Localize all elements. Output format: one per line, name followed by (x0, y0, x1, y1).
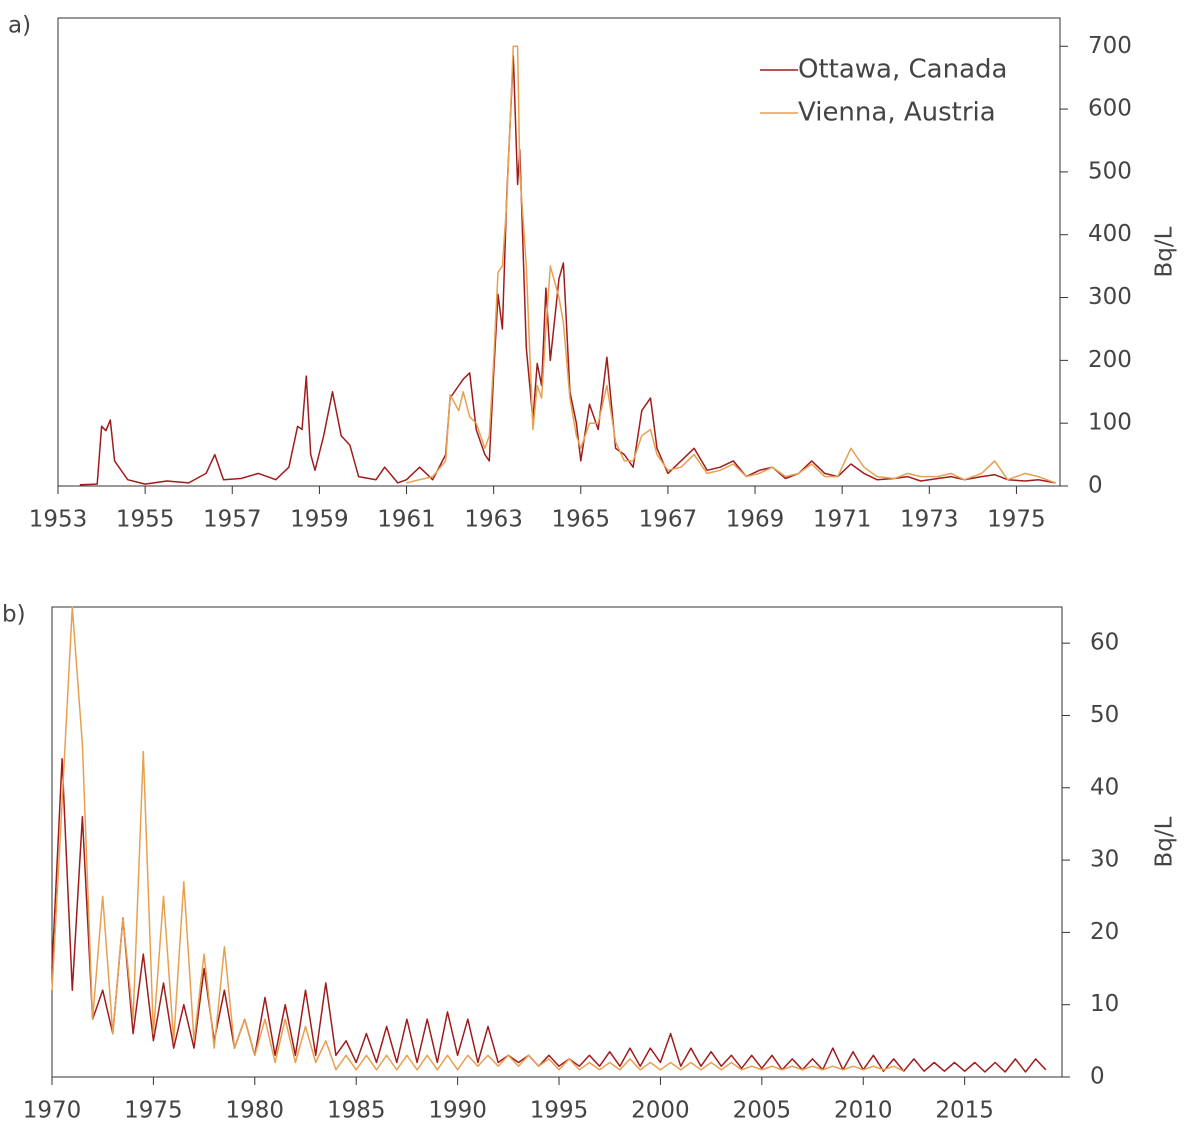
x-tick-label: 1973 (900, 507, 959, 533)
x-tick-label: 2005 (733, 1098, 792, 1124)
x-tick-label: 1969 (726, 507, 785, 533)
x-tick-label: 1970 (23, 1098, 82, 1124)
panel-label: b) (2, 602, 26, 628)
x-tick-label: 1990 (428, 1098, 487, 1124)
y-tick-label: 20 (1090, 919, 1119, 945)
x-tick-label: 1967 (639, 507, 698, 533)
y-tick-label: 100 (1088, 410, 1132, 436)
y-tick-label: 10 (1090, 991, 1119, 1017)
x-tick-label: 1957 (203, 507, 262, 533)
x-tick-label: 2015 (935, 1098, 994, 1124)
x-tick-label: 1995 (530, 1098, 589, 1124)
y-axis-label: Bq/L (1152, 816, 1178, 867)
series-line (79, 54, 1056, 486)
y-tick-label: 30 (1090, 847, 1119, 873)
x-tick-label: 1963 (464, 507, 523, 533)
y-axis-label: Bq/L (1152, 226, 1178, 277)
y-tick-label: 300 (1088, 284, 1132, 310)
x-tick-label: 1961 (377, 507, 436, 533)
y-tick-label: 200 (1088, 347, 1132, 373)
y-tick-label: 700 (1088, 33, 1132, 59)
y-tick-label: 400 (1088, 221, 1132, 247)
panel-label: a) (8, 13, 31, 39)
x-tick-label: 1980 (226, 1098, 285, 1124)
x-tick-label: 1971 (813, 507, 872, 533)
x-tick-label: 1975 (987, 507, 1046, 533)
y-tick-label: 600 (1088, 96, 1132, 122)
series-line (51, 606, 905, 1072)
x-tick-label: 1965 (552, 507, 611, 533)
y-tick-label: 0 (1090, 1064, 1105, 1090)
series-line (406, 45, 1056, 484)
x-tick-label: 1985 (327, 1098, 386, 1124)
x-tick-label: 2010 (834, 1098, 893, 1124)
x-tick-label: 1975 (124, 1098, 183, 1124)
plot-frame (57, 17, 1061, 487)
legend-label: Vienna, Austria (798, 98, 996, 128)
y-tick-label: 60 (1090, 630, 1119, 656)
plot-frame (51, 606, 1063, 1078)
series-line (51, 758, 1047, 1073)
y-tick-label: 0 (1088, 473, 1103, 499)
legend-label: Ottawa, Canada (798, 55, 1007, 85)
x-tick-label: 1959 (290, 507, 349, 533)
y-tick-label: 50 (1090, 702, 1119, 728)
y-tick-label: 40 (1090, 774, 1119, 800)
x-tick-label: 2000 (631, 1098, 690, 1124)
x-tick-label: 1953 (29, 507, 88, 533)
y-tick-label: 500 (1088, 158, 1132, 184)
x-tick-label: 1955 (116, 507, 175, 533)
